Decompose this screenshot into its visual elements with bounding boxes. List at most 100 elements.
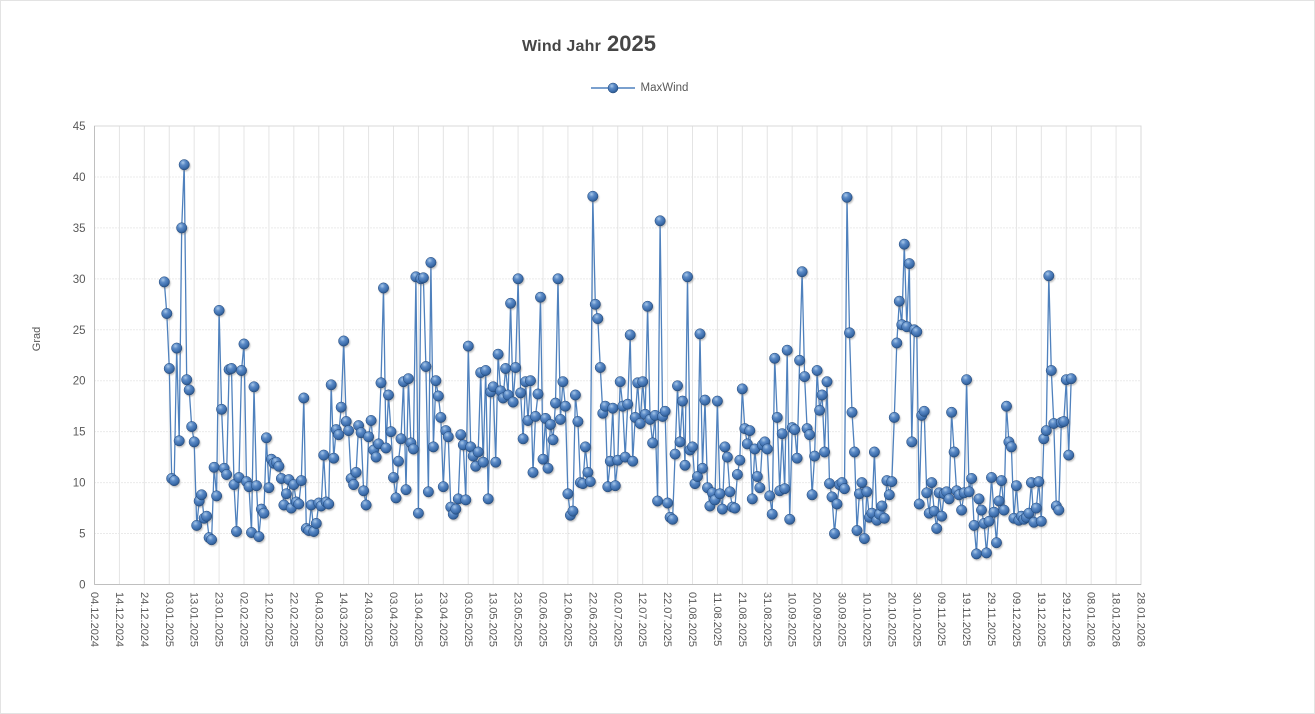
data-point[interactable] xyxy=(806,489,818,501)
data-point[interactable] xyxy=(417,272,429,284)
data-point[interactable] xyxy=(734,454,746,466)
data-point[interactable] xyxy=(766,508,778,520)
data-point[interactable] xyxy=(928,505,940,517)
data-point[interactable] xyxy=(1043,270,1055,282)
data-point[interactable] xyxy=(829,528,840,540)
data-point[interactable] xyxy=(789,424,801,436)
data-point[interactable] xyxy=(898,238,910,250)
data-point[interactable] xyxy=(814,404,826,416)
data-point[interactable] xyxy=(642,300,654,312)
data-point[interactable] xyxy=(427,441,439,453)
data-point[interactable] xyxy=(736,383,748,395)
data-point[interactable] xyxy=(966,473,978,484)
data-point[interactable] xyxy=(395,433,407,445)
data-point[interactable] xyxy=(659,405,671,417)
data-point[interactable] xyxy=(779,483,791,495)
data-point[interactable] xyxy=(390,492,402,504)
data-point[interactable] xyxy=(956,504,968,516)
data-point[interactable] xyxy=(769,352,781,364)
data-point[interactable] xyxy=(694,328,706,340)
data-point[interactable] xyxy=(816,389,828,401)
data-point[interactable] xyxy=(572,416,584,427)
data-point[interactable] xyxy=(383,389,394,401)
data-point[interactable] xyxy=(260,432,272,444)
legend[interactable]: MaxWind xyxy=(534,79,744,97)
data-point[interactable] xyxy=(535,291,546,303)
data-point[interactable] xyxy=(943,493,955,505)
data-point[interactable] xyxy=(991,537,1002,549)
data-point[interactable] xyxy=(477,456,489,468)
data-point[interactable] xyxy=(849,446,860,458)
data-point[interactable] xyxy=(811,365,823,376)
data-point[interactable] xyxy=(537,453,549,465)
data-point[interactable] xyxy=(547,434,559,446)
data-point[interactable] xyxy=(936,510,948,522)
data-point[interactable] xyxy=(672,380,683,392)
data-point[interactable] xyxy=(968,519,980,531)
data-point[interactable] xyxy=(211,490,223,502)
data-point[interactable] xyxy=(677,395,688,407)
data-point[interactable] xyxy=(973,493,985,505)
data-point[interactable] xyxy=(191,519,203,531)
data-point[interactable] xyxy=(183,384,195,396)
data-point[interactable] xyxy=(216,403,228,415)
data-point[interactable] xyxy=(380,442,392,454)
data-point[interactable] xyxy=(335,401,347,413)
data-point[interactable] xyxy=(186,421,198,433)
data-point[interactable] xyxy=(891,337,903,349)
data-point[interactable] xyxy=(986,472,997,483)
data-point[interactable] xyxy=(582,466,594,478)
data-point[interactable] xyxy=(931,523,943,534)
data-point[interactable] xyxy=(697,462,708,474)
data-point[interactable] xyxy=(343,425,355,437)
data-point[interactable] xyxy=(280,488,292,500)
data-point[interactable] xyxy=(996,475,1007,487)
data-point[interactable] xyxy=(176,222,188,234)
data-point[interactable] xyxy=(412,507,424,519)
data-point[interactable] xyxy=(201,510,213,522)
data-point[interactable] xyxy=(407,443,419,455)
data-point[interactable] xyxy=(584,476,596,488)
data-point[interactable] xyxy=(510,362,522,373)
data-point[interactable] xyxy=(562,488,574,500)
data-point[interactable] xyxy=(420,361,432,372)
data-point[interactable] xyxy=(971,548,982,560)
data-point[interactable] xyxy=(687,441,698,453)
data-point[interactable] xyxy=(771,411,783,423)
data-point[interactable] xyxy=(831,498,843,510)
data-point[interactable] xyxy=(393,455,404,467)
data-point[interactable] xyxy=(492,348,504,360)
data-point[interactable] xyxy=(824,478,835,490)
data-point[interactable] xyxy=(559,400,571,412)
data-point[interactable] xyxy=(799,371,811,383)
data-point[interactable] xyxy=(976,504,987,516)
data-point[interactable] xyxy=(432,390,444,402)
data-point[interactable] xyxy=(258,507,270,519)
data-point[interactable] xyxy=(161,308,173,319)
data-point[interactable] xyxy=(794,354,806,366)
data-point[interactable] xyxy=(251,480,262,492)
data-point[interactable] xyxy=(946,406,958,418)
data-point[interactable] xyxy=(1033,476,1045,488)
data-point[interactable] xyxy=(273,460,285,472)
data-point[interactable] xyxy=(171,342,183,354)
data-point[interactable] xyxy=(1001,400,1012,412)
data-point[interactable] xyxy=(1040,425,1052,437)
data-point[interactable] xyxy=(385,426,397,438)
data-point[interactable] xyxy=(505,297,517,309)
data-point[interactable] xyxy=(679,459,691,471)
data-point[interactable] xyxy=(178,159,190,171)
data-point[interactable] xyxy=(634,418,646,429)
data-point[interactable] xyxy=(435,411,447,423)
data-point[interactable] xyxy=(163,363,175,374)
data-point[interactable] xyxy=(844,327,855,339)
data-point[interactable] xyxy=(1005,441,1017,453)
data-point[interactable] xyxy=(206,534,218,546)
data-point[interactable] xyxy=(168,475,180,487)
data-point[interactable] xyxy=(425,257,437,268)
data-point[interactable] xyxy=(293,498,305,510)
data-point[interactable] xyxy=(647,437,659,449)
data-point[interactable] xyxy=(557,376,569,388)
data-point[interactable] xyxy=(422,486,434,498)
data-point[interactable] xyxy=(490,456,502,468)
